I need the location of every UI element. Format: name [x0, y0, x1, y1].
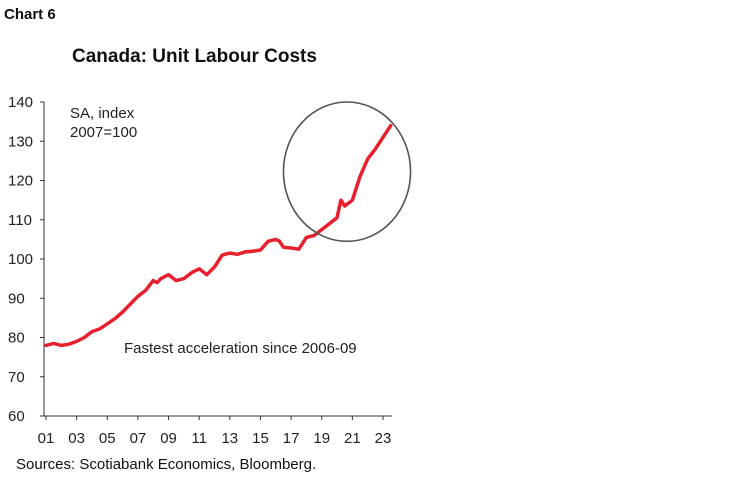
chart-number: Chart 6 [4, 6, 56, 23]
y-tick-label: 120 [8, 173, 33, 190]
y-tick-label: 80 [8, 330, 25, 347]
x-axis-ticks: 01 03 05 07 09 11 13 15 17 19 21 23 [38, 416, 392, 447]
x-tick-label: 07 [130, 430, 147, 447]
chart-title: Canada: Unit Labour Costs [72, 46, 317, 67]
x-tick-label: 05 [99, 430, 116, 447]
x-tick-label: 11 [191, 430, 207, 447]
x-tick-label: 21 [344, 430, 361, 447]
x-tick-label: 09 [160, 430, 177, 447]
x-tick-label: 19 [313, 430, 330, 447]
sources-note: Sources: Scotiabank Economics, Bloomberg… [16, 456, 317, 473]
y-axis-ticks: 140 130 120 110 100 90 80 70 60 [8, 94, 44, 425]
x-tick-label: 23 [375, 430, 392, 447]
series-line [44, 123, 393, 348]
y-tick-label: 70 [8, 369, 25, 386]
unit-label-line-1: SA, index [70, 105, 135, 122]
x-tick-label: 03 [68, 430, 85, 447]
highlight-ellipse [282, 101, 412, 243]
x-tick-label: 17 [283, 430, 300, 447]
y-tick-label: 60 [8, 408, 25, 425]
y-tick-label: 100 [8, 251, 33, 268]
plot-area [44, 101, 412, 348]
x-tick-label: 15 [252, 430, 269, 447]
y-tick-label: 130 [8, 133, 33, 150]
chart-annotation: Fastest acceleration since 2006-09 [124, 340, 357, 357]
x-tick-label: 01 [38, 430, 55, 447]
x-tick-label: 13 [221, 430, 238, 447]
y-tick-label: 140 [8, 94, 33, 111]
unit-label-line-2: 2007=100 [70, 124, 137, 141]
y-tick-label: 110 [8, 212, 32, 229]
y-tick-label: 90 [8, 290, 25, 307]
